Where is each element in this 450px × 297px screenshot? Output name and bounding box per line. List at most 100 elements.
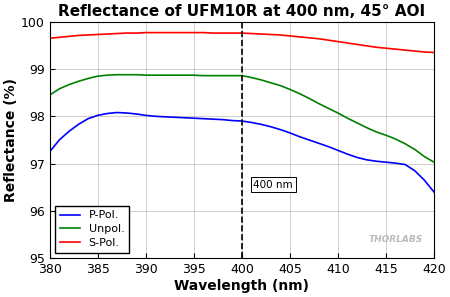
Unpol. xyxy=(104,73,110,77)
S-Pol. xyxy=(258,32,264,36)
Unpol. xyxy=(326,107,331,110)
Unpol. xyxy=(220,74,225,78)
P-Pol. xyxy=(230,119,235,122)
P-Pol. xyxy=(201,117,206,121)
S-Pol. xyxy=(134,31,139,35)
S-Pol. xyxy=(210,31,216,35)
Unpol. xyxy=(181,73,187,77)
Unpol. xyxy=(124,73,129,76)
S-Pol. xyxy=(278,33,283,37)
Unpol. xyxy=(422,155,427,158)
P-Pol. xyxy=(345,152,350,156)
P-Pol. xyxy=(95,113,100,117)
S-Pol. xyxy=(104,32,110,36)
P-Pol. xyxy=(326,145,331,148)
Line: S-Pol.: S-Pol. xyxy=(50,33,434,53)
S-Pol. xyxy=(287,34,292,38)
Unpol. xyxy=(153,73,158,77)
P-Pol. xyxy=(181,116,187,119)
P-Pol. xyxy=(393,161,398,165)
Unpol. xyxy=(287,88,292,91)
P-Pol. xyxy=(143,113,148,117)
Unpol. xyxy=(57,87,62,91)
S-Pol. xyxy=(431,51,436,54)
S-Pol. xyxy=(268,33,273,36)
S-Pol. xyxy=(326,38,331,42)
P-Pol. xyxy=(402,163,408,166)
P-Pol. xyxy=(114,111,120,114)
Text: THORLABS: THORLABS xyxy=(368,235,423,244)
S-Pol. xyxy=(230,31,235,35)
P-Pol. xyxy=(239,119,244,123)
S-Pol. xyxy=(172,31,177,34)
P-Pol. xyxy=(422,178,427,182)
Unpol. xyxy=(162,73,168,77)
P-Pol. xyxy=(374,159,379,163)
P-Pol. xyxy=(134,112,139,116)
Unpol. xyxy=(95,74,100,78)
S-Pol. xyxy=(345,41,350,45)
Unpol. xyxy=(412,148,418,151)
Unpol. xyxy=(230,74,235,78)
S-Pol. xyxy=(114,32,120,35)
P-Pol. xyxy=(306,138,312,142)
Unpol. xyxy=(345,116,350,120)
S-Pol. xyxy=(143,31,148,34)
S-Pol. xyxy=(306,36,312,40)
P-Pol. xyxy=(249,121,254,124)
P-Pol. xyxy=(364,158,369,162)
S-Pol. xyxy=(374,45,379,49)
Unpol. xyxy=(393,137,398,141)
P-Pol. xyxy=(191,116,197,120)
Unpol. xyxy=(402,142,408,146)
Line: Unpol.: Unpol. xyxy=(50,75,434,162)
P-Pol. xyxy=(153,115,158,118)
P-Pol. xyxy=(162,115,168,119)
Unpol. xyxy=(431,160,436,164)
S-Pol. xyxy=(201,31,206,34)
Unpol. xyxy=(335,111,341,115)
Unpol. xyxy=(66,83,72,86)
Unpol. xyxy=(306,97,312,100)
S-Pol. xyxy=(355,43,360,46)
P-Pol. xyxy=(210,117,216,121)
P-Pol. xyxy=(316,141,321,145)
P-Pol. xyxy=(297,135,302,138)
S-Pol. xyxy=(66,35,72,38)
Unpol. xyxy=(172,73,177,77)
P-Pol. xyxy=(104,112,110,115)
Text: 400 nm: 400 nm xyxy=(253,180,293,190)
P-Pol. xyxy=(124,111,129,115)
Unpol. xyxy=(355,121,360,125)
Line: P-Pol.: P-Pol. xyxy=(50,113,434,192)
Unpol. xyxy=(114,73,120,76)
S-Pol. xyxy=(393,47,398,51)
Unpol. xyxy=(191,73,197,77)
Y-axis label: Reflectance (%): Reflectance (%) xyxy=(4,78,18,202)
P-Pol. xyxy=(220,118,225,121)
S-Pol. xyxy=(249,32,254,35)
Unpol. xyxy=(47,93,52,97)
S-Pol. xyxy=(422,50,427,54)
Unpol. xyxy=(201,74,206,78)
S-Pol. xyxy=(191,31,197,34)
Unpol. xyxy=(143,73,148,77)
Unpol. xyxy=(258,78,264,82)
Legend: P-Pol., Unpol., S-Pol.: P-Pol., Unpol., S-Pol. xyxy=(55,206,129,253)
P-Pol. xyxy=(47,150,52,154)
S-Pol. xyxy=(316,37,321,40)
Unpol. xyxy=(134,73,139,76)
S-Pol. xyxy=(124,31,129,35)
X-axis label: Wavelength (nm): Wavelength (nm) xyxy=(174,279,309,293)
Unpol. xyxy=(316,102,321,105)
S-Pol. xyxy=(364,44,369,48)
Unpol. xyxy=(374,130,379,134)
P-Pol. xyxy=(355,156,360,159)
S-Pol. xyxy=(220,31,225,35)
P-Pol. xyxy=(76,123,81,126)
Unpol. xyxy=(249,76,254,79)
S-Pol. xyxy=(76,34,81,37)
S-Pol. xyxy=(86,33,91,37)
P-Pol. xyxy=(66,130,72,133)
P-Pol. xyxy=(383,160,389,164)
